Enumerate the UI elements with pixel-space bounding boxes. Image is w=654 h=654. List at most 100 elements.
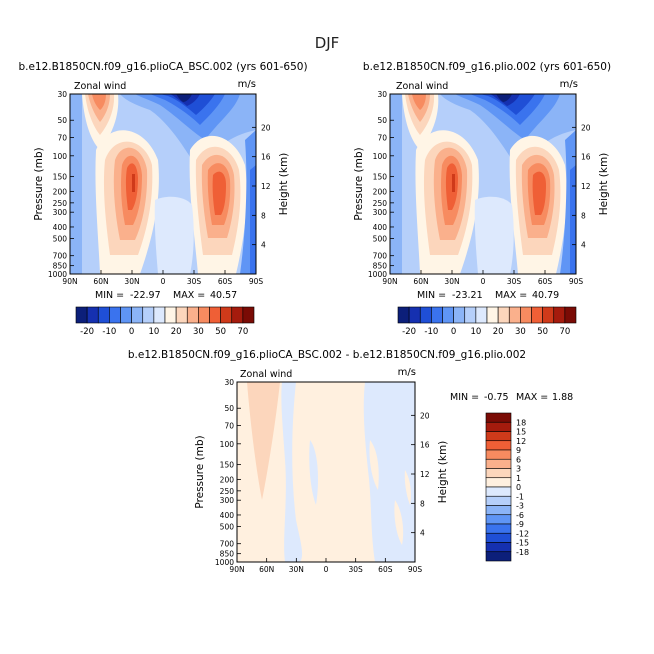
colorbar-swatch: [485, 440, 512, 451]
colorbar-label: 1: [516, 474, 521, 483]
page-title: DJF: [315, 34, 340, 52]
colorbar-swatch: [86, 306, 99, 324]
x-tick-label: 60S: [538, 277, 553, 286]
panel-1-title: b.e12.B1850CN.f09_g16.plioCA_BSC.002 (yr…: [18, 61, 307, 73]
y-tick-label: 50: [377, 116, 387, 125]
colorbar-swatch: [485, 495, 512, 506]
y-tick-label: 300: [220, 496, 235, 505]
colorbar-swatch: [564, 306, 577, 324]
colorbar-swatch: [453, 306, 466, 324]
y-tick-label: 700: [53, 252, 68, 261]
panel-2-max-value: 40.79: [532, 290, 559, 301]
colorbar-label: -10: [424, 327, 438, 337]
colorbar-swatch: [198, 306, 210, 324]
colorbar-label: -6: [516, 511, 524, 520]
y-tick-label: 50: [224, 404, 234, 413]
colorbar-label: 18: [516, 418, 526, 427]
y-tick-label: 500: [53, 234, 68, 243]
colorbar-swatch: [531, 306, 543, 324]
panel-3-min-value: -0.75: [484, 392, 509, 403]
panel-1-xticks: 90N 60N 30N 0 30S 60S 90S: [62, 270, 263, 286]
y-tick-label: 100: [373, 152, 388, 161]
colorbar-swatch: [120, 306, 132, 324]
colorbar-label: 6: [516, 455, 521, 464]
colorbar-label: 70: [559, 327, 570, 337]
colorbar-swatch: [542, 306, 555, 324]
panel-3-xticks: 90N 60N 30N 0 30S 60S 90S: [229, 558, 422, 574]
colorbar-label: 50: [537, 327, 548, 337]
y-tick-label: 30: [377, 90, 387, 99]
x-tick-label: 90S: [249, 277, 264, 286]
height-tick-label: 20: [261, 123, 271, 132]
y-tick-label: 30: [224, 378, 234, 387]
panel-2-units: m/s: [560, 79, 578, 90]
x-tick-label: 30N: [444, 277, 459, 286]
y-tick-label: 250: [53, 199, 68, 208]
panel-2-colorbar: -20 -10 0 10 20 30 50 70: [397, 306, 577, 337]
panel-2-max-label: MAX =: [495, 290, 527, 301]
panel-2-ylabel: Pressure (mb): [353, 147, 365, 220]
colorbar-swatch: [485, 468, 512, 479]
colorbar-swatch: [97, 306, 110, 324]
panel-2: b.e12.B1850CN.f09_g16.plio.002 (yrs 601-…: [353, 61, 611, 337]
colorbar-label: -1: [516, 492, 524, 501]
height-tick-label: 20: [420, 411, 430, 420]
y-tick-label: 200: [373, 187, 388, 196]
colorbar-swatch: [175, 306, 188, 324]
height-tick-label: 8: [261, 211, 266, 220]
height-tick-label: 8: [420, 499, 425, 508]
panel-1-colorbar: -20 -10 0 10 20 30 50 70: [75, 306, 255, 337]
y-tick-label: 200: [53, 187, 68, 196]
colorbar-swatch: [497, 306, 510, 324]
colorbar-swatch: [485, 412, 512, 423]
colorbar-swatch: [485, 421, 512, 432]
colorbar-swatch: [397, 306, 410, 324]
panel-1-field: [70, 94, 256, 274]
panel-2-rlabel: Height (km): [598, 153, 610, 216]
panel-3-title: b.e12.B1850CN.f09_g16.plioCA_BSC.002 - b…: [128, 349, 526, 361]
colorbar-label: 50: [215, 327, 226, 337]
colorbar-label: 0: [129, 327, 134, 337]
colorbar-swatch: [485, 431, 512, 442]
colorbar-swatch: [131, 306, 144, 324]
colorbar-swatch: [142, 306, 155, 324]
y-tick-label: 150: [373, 173, 388, 182]
colorbar-swatch: [485, 449, 512, 460]
x-tick-label: 90S: [569, 277, 584, 286]
colorbar-label: 20: [493, 327, 504, 337]
x-tick-label: 0: [324, 565, 329, 574]
colorbar-label: 30: [515, 327, 526, 337]
x-tick-label: 60N: [413, 277, 428, 286]
y-tick-label: 300: [373, 208, 388, 217]
height-tick-label: 20: [581, 123, 591, 132]
panel-3-rlabel: Height (km): [437, 441, 449, 504]
height-tick-label: 4: [420, 529, 425, 538]
colorbar-label: -10: [102, 327, 116, 337]
colorbar-label: -20: [402, 327, 416, 337]
y-tick-label: 150: [220, 461, 235, 470]
panel-1-units: m/s: [238, 79, 256, 90]
colorbar-label: 3: [516, 465, 521, 474]
panel-1-min-label: MIN =: [95, 290, 124, 301]
colorbar-swatch: [186, 306, 199, 324]
height-tick-label: 4: [581, 241, 586, 250]
colorbar-label: 10: [148, 327, 159, 337]
colorbar-swatch: [508, 306, 521, 324]
x-tick-label: 60N: [259, 565, 274, 574]
colorbar-label: 9: [516, 446, 521, 455]
y-tick-label: 200: [220, 475, 235, 484]
panel-2-variable: Zonal wind: [396, 81, 448, 92]
y-tick-label: 70: [377, 133, 387, 142]
x-tick-label: 30N: [124, 277, 139, 286]
x-tick-label: 60N: [93, 277, 108, 286]
y-tick-label: 70: [224, 421, 234, 430]
colorbar-label: -3: [516, 502, 524, 511]
panel-3: b.e12.B1850CN.f09_g16.plioCA_BSC.002 - b…: [128, 349, 573, 574]
x-tick-label: 60S: [378, 565, 393, 574]
panel-2-xticks: 90N 60N 30N 0 30S 60S 90S: [382, 270, 583, 286]
colorbar-label: 12: [516, 437, 526, 446]
colorbar-swatch: [553, 306, 566, 324]
panel-2-min-label: MIN =: [417, 290, 446, 301]
panel-1: b.e12.B1850CN.f09_g16.plioCA_BSC.002 (yr…: [18, 61, 307, 337]
